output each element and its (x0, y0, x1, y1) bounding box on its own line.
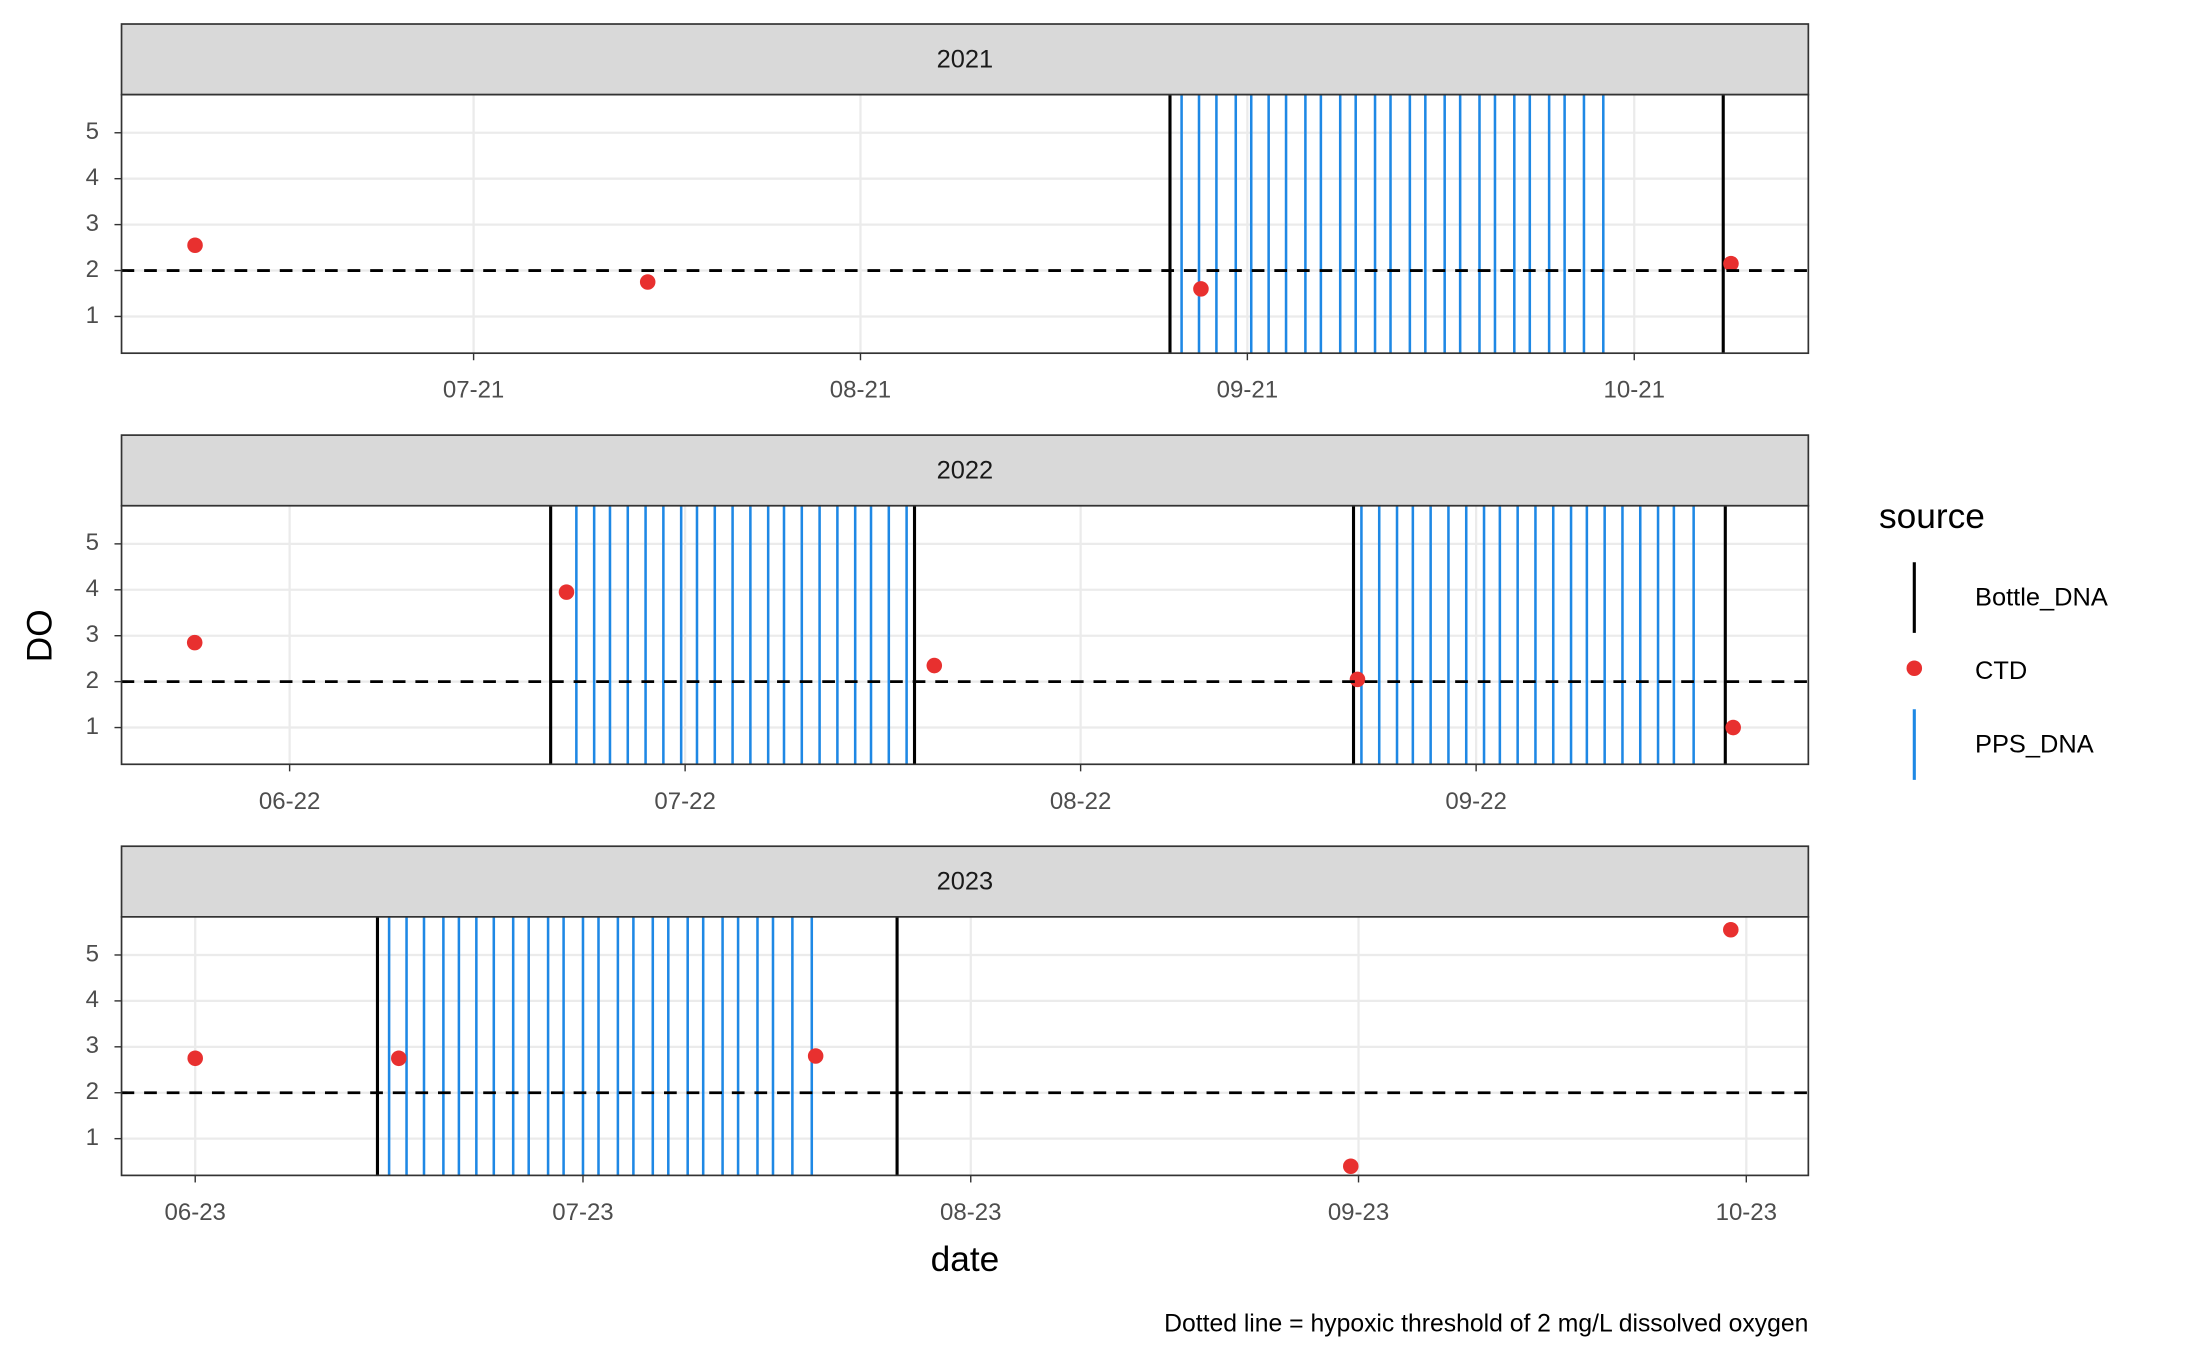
x-tick-label: 09-22 (1445, 788, 1506, 815)
panel-border (120, 504, 1810, 766)
ctd-point (1723, 921, 1739, 938)
y-tick-label: 2 (86, 667, 99, 694)
y-tick-label: 2 (86, 1078, 99, 1105)
y-tick-label: 3 (86, 621, 99, 648)
ctd-point (187, 237, 203, 254)
ctd-point (1349, 671, 1366, 688)
x-tick-label: 07-22 (654, 788, 715, 815)
y-tick-label: 1 (86, 1124, 99, 1151)
y-tick-label: 2 (86, 256, 99, 283)
strip-background (120, 23, 1810, 96)
panel-border (120, 916, 1810, 1177)
strip-background (120, 434, 1810, 507)
legend-label: PPS_DNA (1975, 731, 2094, 759)
x-tick-label: 10-23 (1716, 1199, 1777, 1226)
strip-background (120, 845, 1810, 918)
ctd-point (391, 1050, 407, 1067)
ctd-point (1193, 281, 1209, 297)
strip-label: 2022 (937, 457, 994, 485)
y-tick-label: 4 (86, 986, 99, 1013)
x-tick-label: 08-22 (1050, 788, 1111, 815)
ctd-point (639, 274, 656, 290)
ctd-point (1343, 1158, 1359, 1174)
strip-label: 2023 (937, 868, 994, 896)
x-tick-label: 09-23 (1328, 1199, 1389, 1226)
ctd-point (187, 1050, 203, 1067)
x-tick-label: 07-23 (552, 1199, 613, 1226)
y-tick-label: 1 (86, 302, 99, 329)
x-axis-title: date (931, 1240, 1000, 1279)
legend-label: Bottle_DNA (1975, 584, 2108, 612)
y-tick-label: 5 (86, 118, 99, 145)
ctd-point (186, 634, 203, 651)
x-tick-label: 06-23 (165, 1199, 226, 1226)
y-tick-label: 1 (86, 713, 99, 740)
y-tick-label: 4 (86, 164, 99, 191)
x-tick-label: 06-22 (259, 788, 320, 815)
strip-label: 2021 (937, 45, 994, 73)
ctd-point (926, 657, 943, 674)
panel-border (120, 93, 1810, 355)
caption: Dotted line = hypoxic threshold of 2 mg/… (1164, 1311, 1808, 1338)
x-tick-label: 08-23 (940, 1199, 1001, 1226)
ctd-point (558, 584, 575, 600)
ctd-point (1725, 719, 1741, 736)
y-tick-label: 5 (86, 529, 99, 556)
legend-key (1906, 660, 1923, 676)
y-axis-title: DO (21, 609, 60, 662)
x-tick-label: 08-21 (830, 377, 891, 404)
legend-title: source (1879, 497, 1985, 536)
y-tick-label: 3 (86, 1032, 99, 1059)
x-tick-label: 09-21 (1217, 377, 1278, 404)
y-tick-label: 3 (86, 210, 99, 237)
ctd-point (807, 1048, 824, 1064)
x-tick-label: 10-21 (1604, 377, 1665, 404)
x-tick-label: 07-21 (443, 377, 504, 404)
ctd-point (1723, 255, 1739, 272)
y-tick-label: 4 (86, 575, 99, 602)
legend-label: CTD (1975, 657, 2027, 685)
y-tick-label: 5 (86, 940, 99, 967)
